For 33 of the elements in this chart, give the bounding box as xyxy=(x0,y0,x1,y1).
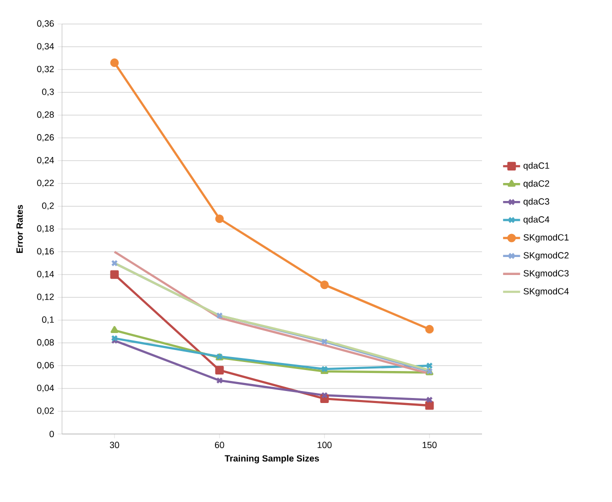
y-tick-label: 0,24 xyxy=(37,156,54,164)
y-tick-label: 0,1 xyxy=(42,316,54,324)
y-tick-label: 0,28 xyxy=(37,111,54,119)
y-tick-label: 0,04 xyxy=(37,384,54,392)
legend-label: qdaC3 xyxy=(524,198,550,206)
y-tick-label: 0,36 xyxy=(37,20,54,28)
y-axis-title: Error Rates xyxy=(16,204,23,253)
legend-label: qdaC1 xyxy=(524,162,550,171)
y-tick-label: 0,06 xyxy=(37,362,54,370)
legend-label: SKgmodC2 xyxy=(524,252,569,260)
legend-label: qdaC2 xyxy=(524,180,550,188)
x-tick-label: 60 xyxy=(214,442,224,448)
x-axis-title: Training Sample Sizes xyxy=(224,454,319,464)
x-tick-label: 100 xyxy=(318,442,332,448)
legend-label: SKgmodC4 xyxy=(524,288,569,296)
legend-label: SKgmodC1 xyxy=(524,234,569,242)
y-tick-label: 0,14 xyxy=(37,270,54,278)
x-tick-label: 150 xyxy=(422,442,437,448)
y-tick-label: 0,22 xyxy=(37,180,54,188)
y-tick-label: 0,02 xyxy=(37,408,54,415)
y-tick-label: 0,34 xyxy=(37,43,54,50)
y-tick-label: 0,12 xyxy=(37,294,54,302)
y-tick-label: 0,16 xyxy=(37,248,54,256)
y-tick-label: 0,08 xyxy=(37,339,54,347)
x-tick-label: 30 xyxy=(110,442,120,448)
y-tick-label: 0,2 xyxy=(42,202,54,210)
y-tick-label: 0,18 xyxy=(37,225,54,233)
y-tick-label: 0,32 xyxy=(37,66,54,74)
y-tick-label: 0 xyxy=(50,430,54,438)
y-tick-label: 0,3 xyxy=(42,88,54,96)
legend-label: qdaC4 xyxy=(524,216,550,224)
legend-label: SKgmodC3 xyxy=(524,270,569,278)
y-tick-label: 0,26 xyxy=(37,134,54,142)
